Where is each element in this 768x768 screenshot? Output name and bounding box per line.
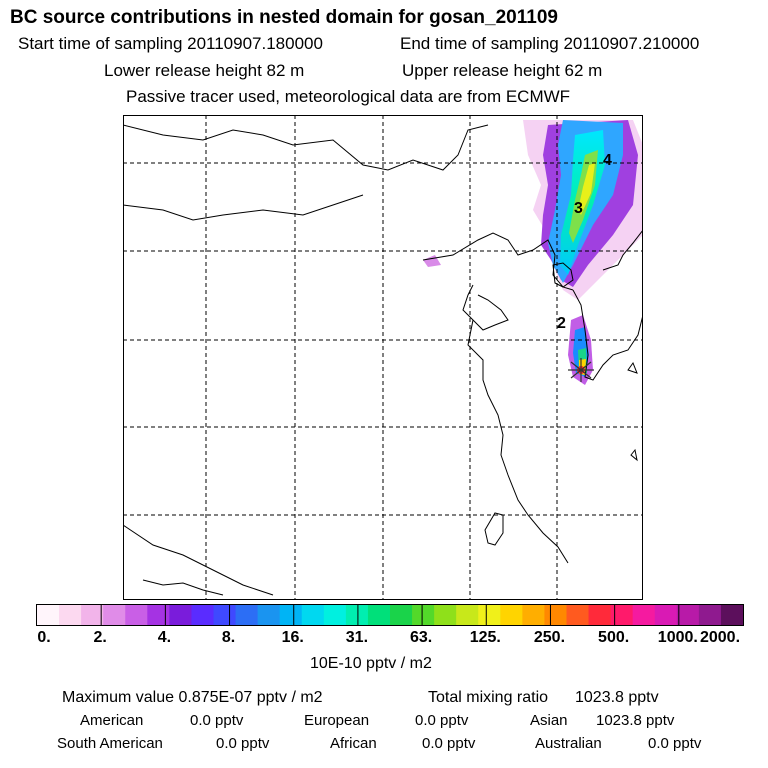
- colorbar-tick-label: 4.: [157, 629, 172, 646]
- australian-value: 0.0 pptv: [648, 735, 702, 752]
- colorbar-swatch: [103, 605, 126, 625]
- colorbar-swatches: [37, 605, 744, 625]
- colorbar-swatch: [213, 605, 237, 625]
- colorbar-swatch: [37, 605, 60, 625]
- colorbar-tick-label: 250.: [533, 629, 566, 646]
- colorbar-tick-label: 63.: [409, 629, 433, 646]
- coastlines: [123, 124, 643, 596]
- colorbar-tick-label: 500.: [598, 629, 630, 646]
- colorbar-swatch: [588, 605, 612, 625]
- american-label: American: [80, 712, 144, 729]
- colorbar-tick-label: 2000.: [699, 629, 741, 646]
- colorbar-swatch: [81, 605, 104, 625]
- colorbar-tick-label: 125.: [469, 629, 501, 646]
- colorbar-tick-label: 8.: [221, 629, 236, 646]
- colorbar-swatch: [544, 605, 567, 625]
- colorbar-swatch: [323, 605, 347, 625]
- figure-title: BC source contributions in nested domain…: [10, 7, 558, 28]
- colorbar-swatch: [456, 605, 479, 625]
- colorbar-swatch: [698, 605, 722, 625]
- colorbar-swatch: [367, 605, 391, 625]
- colorbar-swatch: [345, 605, 369, 625]
- colorbar: [36, 604, 744, 626]
- upper-release-label: Upper release height 62 m: [402, 61, 603, 80]
- asian-value: 1023.8 pptv: [596, 712, 675, 729]
- end-time-label: End time of sampling 20110907.210000: [400, 34, 700, 53]
- colorbar-tick-label: 1000.: [657, 629, 698, 646]
- colorbar-swatch: [478, 605, 501, 625]
- colorbar-swatch: [59, 605, 82, 625]
- tracer-note: Passive tracer used, meteorological data…: [126, 87, 571, 106]
- lat-lon-grid: [123, 115, 643, 600]
- total-mixing-value: 1023.8 pptv: [575, 689, 659, 706]
- colorbar-swatch: [169, 605, 192, 625]
- colorbar-swatch: [125, 605, 148, 625]
- colorbar-swatch: [566, 605, 590, 625]
- colorbar-swatch: [147, 605, 170, 625]
- south-american-label: South American: [57, 735, 163, 752]
- colorbar-tick-label: 2.: [93, 629, 107, 646]
- colorbar-swatch: [632, 605, 656, 625]
- american-value: 0.0 pptv: [190, 712, 244, 729]
- plume-label-2: 2: [557, 315, 566, 332]
- plume-label-3: 3: [574, 200, 583, 217]
- colorbar-swatch: [279, 605, 303, 625]
- total-mixing-label: Total mixing ratio: [428, 689, 549, 706]
- colorbar-swatch: [434, 605, 457, 625]
- colorbar-swatch: [610, 605, 634, 625]
- map-frame: [123, 115, 643, 600]
- african-label: African: [330, 735, 377, 752]
- colorbar-swatch: [390, 605, 413, 625]
- asian-label: Asian: [530, 712, 568, 729]
- colorbar-swatch: [676, 605, 700, 625]
- colorbar-swatch: [191, 605, 214, 625]
- plume-label-4: 4: [603, 152, 612, 169]
- australian-label: Australian: [535, 735, 602, 752]
- colorbar-units: 10E-10 pptv / m2: [310, 655, 432, 672]
- colorbar-swatch: [412, 605, 435, 625]
- colorbar-swatch: [720, 605, 744, 625]
- european-label: European: [304, 712, 370, 729]
- lower-release-label: Lower release height 82 m: [104, 61, 305, 80]
- african-value: 0.0 pptv: [422, 735, 476, 752]
- map-panel: 4 3 2: [123, 115, 643, 600]
- colorbar-swatch: [235, 605, 259, 625]
- colorbar-tick-label: 16.: [281, 629, 304, 646]
- start-time-label: Start time of sampling 20110907.180000: [18, 34, 323, 53]
- colorbar-tick-label: 0.: [37, 629, 51, 646]
- colorbar-swatch: [257, 605, 281, 625]
- colorbar-swatch: [500, 605, 523, 625]
- colorbar-swatch: [522, 605, 545, 625]
- colorbar-swatch: [654, 605, 678, 625]
- european-value: 0.0 pptv: [415, 712, 469, 729]
- colorbar-swatch: [301, 605, 325, 625]
- colorbar-tick-label: 31.: [345, 629, 369, 646]
- max-value: Maximum value 0.875E-07 pptv / m2: [62, 689, 323, 706]
- receptor-marker: [568, 358, 594, 382]
- south-american-value: 0.0 pptv: [216, 735, 270, 752]
